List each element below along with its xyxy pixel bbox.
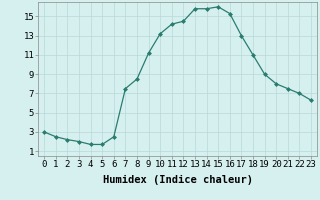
- X-axis label: Humidex (Indice chaleur): Humidex (Indice chaleur): [103, 175, 252, 185]
